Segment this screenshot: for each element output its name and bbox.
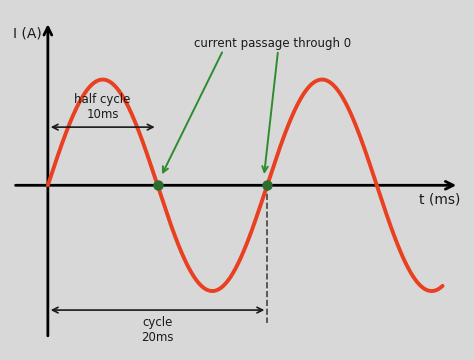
Text: cycle
20ms: cycle 20ms bbox=[141, 316, 174, 345]
Text: t (ms): t (ms) bbox=[419, 193, 460, 207]
Text: half cycle
10ms: half cycle 10ms bbox=[74, 93, 131, 121]
Text: current passage through 0: current passage through 0 bbox=[194, 37, 351, 50]
Text: I (A): I (A) bbox=[13, 27, 42, 41]
